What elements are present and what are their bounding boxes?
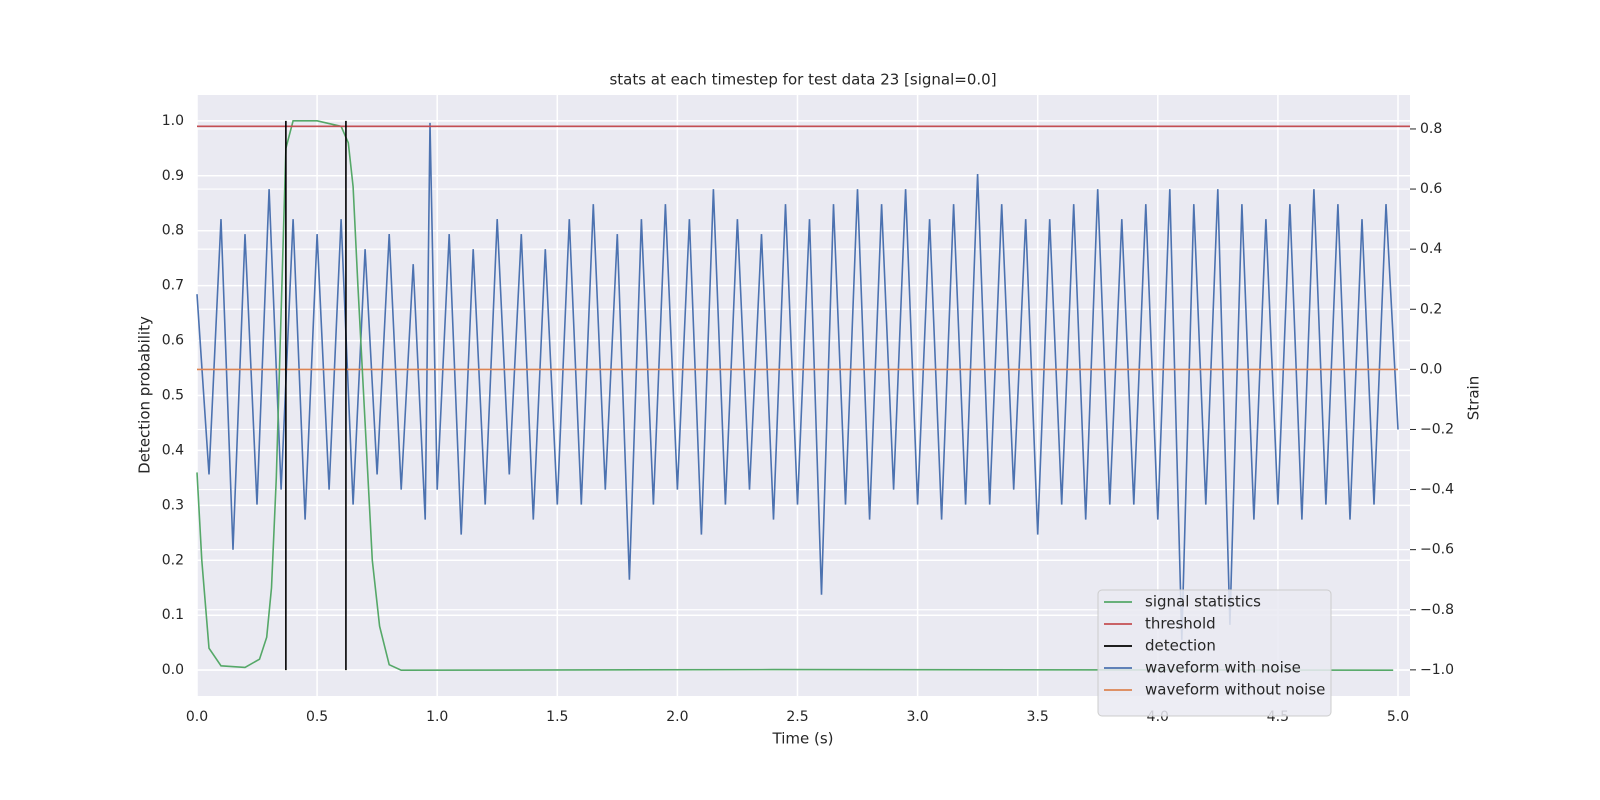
y-axis-label: Detection probability	[136, 316, 154, 474]
y2-tick-label: −0.4	[1420, 482, 1454, 498]
y-tick-label: 0.7	[162, 278, 184, 294]
x-tick-label: 0.0	[186, 709, 208, 725]
legend-label: signal statistics	[1145, 593, 1261, 611]
chart-title: stats at each timestep for test data 23 …	[609, 71, 996, 89]
y-tick-label: 0.3	[162, 497, 184, 513]
y2-tick-label: 0.8	[1420, 121, 1442, 137]
y-tick-label: 0.5	[162, 388, 184, 404]
y2-tick-label: −1.0	[1420, 662, 1454, 678]
legend-label: waveform without noise	[1145, 681, 1325, 699]
x-tick-label: 5.0	[1387, 709, 1409, 725]
y-tick-label: 0.9	[162, 168, 184, 184]
legend-box	[1097, 589, 1332, 717]
y2-tick-label: −0.2	[1420, 421, 1454, 437]
legend-label: threshold	[1145, 615, 1216, 633]
y2-tick-label: 0.6	[1420, 181, 1442, 197]
y2-tick-label: 0.2	[1420, 301, 1442, 317]
x-axis-label: Time (s)	[772, 730, 834, 748]
y-tick-label: 0.8	[162, 223, 184, 239]
y2-tick-label: 0.0	[1420, 361, 1442, 377]
y-tick-label: 0.1	[162, 607, 184, 623]
x-tick-label: 3.0	[906, 709, 928, 725]
y-tick-label: 0.4	[162, 442, 184, 458]
y2-tick-label: −0.8	[1420, 602, 1454, 618]
y-tick-label: 1.0	[162, 113, 184, 129]
y2-axis-label: Strain	[1465, 376, 1483, 420]
y-tick-label: 0.6	[162, 333, 184, 349]
x-tick-label: 0.5	[306, 709, 328, 725]
x-tick-label: 1.5	[546, 709, 568, 725]
y2-tick-label: 0.4	[1420, 241, 1442, 257]
x-tick-label: 2.0	[666, 709, 688, 725]
x-tick-label: 2.5	[786, 709, 808, 725]
x-tick-label: 3.5	[1027, 709, 1049, 725]
series-line	[196, 120, 1394, 672]
legend-label: detection	[1145, 637, 1216, 655]
y-tick-label: 0.2	[162, 552, 184, 568]
y2-tick-label: −0.6	[1420, 542, 1454, 558]
series-line	[196, 122, 1399, 640]
y-tick-label: 0.0	[162, 662, 184, 678]
x-tick-label: 1.0	[426, 709, 448, 725]
legend-label: waveform with noise	[1145, 659, 1301, 677]
